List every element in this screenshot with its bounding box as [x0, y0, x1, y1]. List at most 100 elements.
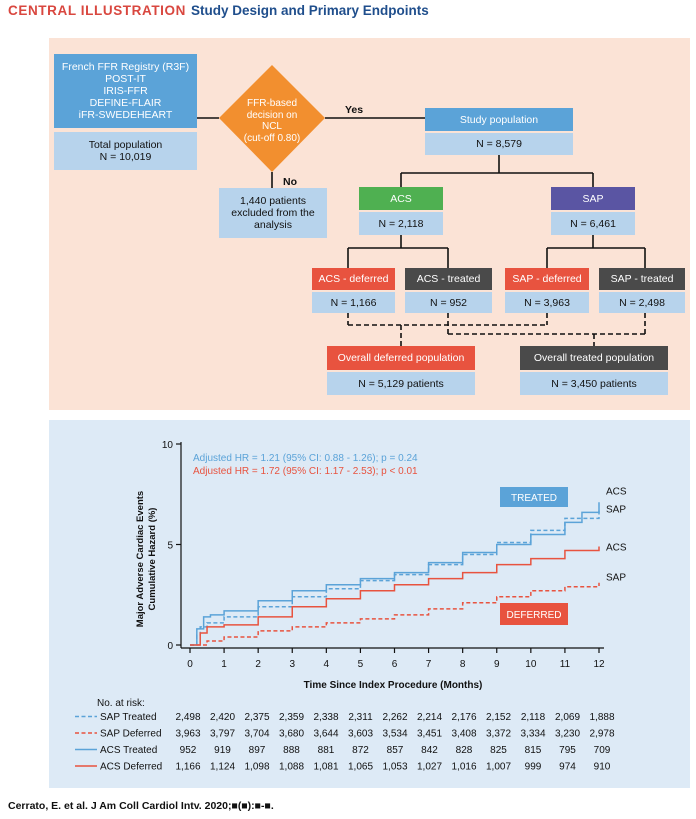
x-axis-label: Time Since Index Procedure (Months) — [304, 680, 483, 691]
risk-value: 825 — [490, 745, 507, 756]
figure-header: CENTRAL ILLUSTRATION Study Design and Pri… — [8, 3, 429, 18]
x-tick-label: 7 — [426, 659, 432, 670]
yes-label: Yes — [345, 104, 364, 116]
overall-treated-value: N = 3,450 patients — [520, 372, 668, 395]
decision-label: FFR-based decision on NCL (cut-off 0.80) — [243, 98, 301, 144]
risk-value: 1,098 — [244, 762, 269, 773]
hr-annotation-treated: Adjusted HR = 1.21 (95% CI: 0.88 - 1.26)… — [193, 453, 418, 464]
risk-row-name: SAP Deferred — [100, 729, 162, 740]
x-tick-label: 1 — [221, 659, 227, 670]
y-axis-label-line1: Major Adverse Cardiac Events — [135, 491, 146, 627]
risk-value: 2,214 — [417, 712, 442, 723]
risk-value: 1,124 — [210, 762, 235, 773]
sap-label: SAP — [551, 187, 635, 210]
registry-name: POST-IT — [105, 73, 146, 85]
no-label: No — [283, 176, 297, 188]
x-tick-label: 4 — [324, 659, 330, 670]
risk-value: 1,053 — [382, 762, 407, 773]
risk-value: 795 — [559, 745, 576, 756]
total-population-box: Total population N = 10,019 — [54, 132, 197, 170]
series-line-acs-treated — [190, 502, 600, 646]
risk-value: 1,166 — [175, 762, 200, 773]
x-tick-label: 5 — [358, 659, 364, 670]
risk-row-name: ACS Treated — [100, 745, 157, 756]
series-line-sap-deferred — [190, 582, 600, 646]
hr-annotation-deferred: Adjusted HR = 1.72 (95% CI: 1.17 - 2.53)… — [193, 466, 418, 477]
x-tick-label: 3 — [289, 659, 295, 670]
risk-value: 2,311 — [348, 712, 373, 723]
x-tick-label: 10 — [525, 659, 537, 670]
registry-name: iFR-SWEDEHEART — [78, 109, 173, 121]
treated-group-badge — [500, 487, 568, 507]
figure-label: CENTRAL ILLUSTRATION — [8, 3, 186, 18]
chart-panel — [49, 420, 690, 788]
risk-value: 815 — [525, 745, 542, 756]
x-tick-label: 12 — [593, 659, 605, 670]
sap-deferred-label: SAP - deferred — [505, 268, 589, 290]
risk-value: 1,016 — [451, 762, 476, 773]
deferred-group-label: DEFERRED — [506, 610, 561, 621]
overall-deferred-value: N = 5,129 patients — [327, 372, 475, 395]
risk-value: 1,088 — [279, 762, 304, 773]
risk-value: 888 — [283, 745, 300, 756]
total-population-label: Total population — [88, 139, 163, 151]
sap-treated-label: SAP - treated — [599, 268, 685, 290]
risk-value: 910 — [594, 762, 611, 773]
risk-value: 3,704 — [244, 729, 269, 740]
risk-value: 3,603 — [348, 729, 373, 740]
sap-deferred-value: N = 3,963 — [505, 292, 589, 313]
risk-value: 2,338 — [313, 712, 338, 723]
risk-value: 828 — [456, 745, 473, 756]
figure-title: Study Design and Primary Endpoints — [191, 3, 429, 18]
registry-name: DEFINE-FLAIR — [89, 97, 162, 109]
acs-treated-value: N = 952 — [405, 292, 492, 313]
risk-value: 1,007 — [486, 762, 511, 773]
risk-value: 897 — [249, 745, 266, 756]
risk-value: 2,069 — [555, 712, 580, 723]
decision-diamond — [219, 65, 325, 172]
risk-value: 952 — [180, 745, 197, 756]
risk-value: 1,065 — [348, 762, 373, 773]
y-tick-label: 5 — [167, 541, 173, 552]
x-tick-label: 11 — [560, 659, 571, 670]
risk-value: 3,797 — [210, 729, 235, 740]
sap-treated-value: N = 2,498 — [599, 292, 685, 313]
total-population-value: N = 10,019 — [99, 151, 152, 163]
risk-value: 3,534 — [382, 729, 407, 740]
risk-value: 2,498 — [175, 712, 200, 723]
y-axis-label-line2: Cumulative Hazard (%) — [147, 508, 158, 611]
risk-value: 2,978 — [589, 729, 614, 740]
study-population-label: Study population — [425, 108, 573, 131]
risk-value: 1,081 — [313, 762, 338, 773]
series-end-label: ACS — [606, 486, 627, 497]
risk-value: 3,451 — [417, 729, 442, 740]
registry-name: French FFR Registry (R3F) — [61, 61, 190, 73]
risk-table-title: No. at risk: — [97, 698, 145, 709]
x-tick-label: 6 — [392, 659, 398, 670]
risk-value: 881 — [318, 745, 335, 756]
risk-value: 919 — [214, 745, 231, 756]
overall-deferred-label: Overall deferred population — [327, 346, 475, 370]
treated-group-label: TREATED — [511, 493, 557, 504]
risk-value: 3,680 — [279, 729, 304, 740]
x-tick-label: 2 — [255, 659, 261, 670]
acs-deferred-value: N = 1,166 — [312, 292, 395, 313]
y-tick-label: 10 — [162, 440, 174, 451]
x-tick-label: 9 — [494, 659, 500, 670]
risk-value: 3,644 — [313, 729, 338, 740]
x-tick-label: 0 — [187, 659, 193, 670]
risk-value: 3,408 — [451, 729, 476, 740]
citation: Cerrato, E. et al. J Am Coll Cardiol Int… — [8, 800, 274, 812]
risk-value: 974 — [559, 762, 576, 773]
risk-row-name: ACS Deferred — [100, 762, 162, 773]
risk-value: 999 — [525, 762, 542, 773]
deferred-group-badge — [500, 603, 568, 625]
risk-value: 2,420 — [210, 712, 235, 723]
x-tick-label: 8 — [460, 659, 466, 670]
risk-value: 2,176 — [451, 712, 476, 723]
study-population-value: N = 8,579 — [425, 133, 573, 155]
series-end-label: SAP — [606, 504, 626, 515]
y-tick-label: 0 — [167, 641, 173, 652]
